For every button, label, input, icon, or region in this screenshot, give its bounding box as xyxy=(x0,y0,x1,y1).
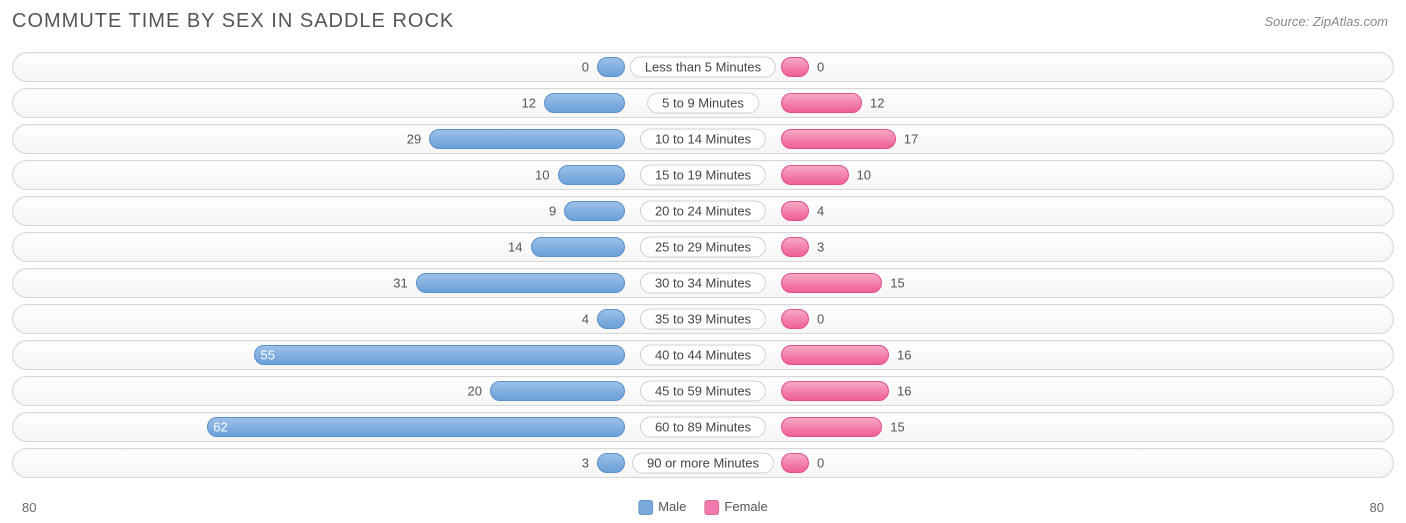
row-category-label: 35 to 39 Minutes xyxy=(640,309,766,330)
female-bar xyxy=(781,237,809,257)
female-value: 10 xyxy=(857,168,871,183)
male-bar xyxy=(597,309,625,329)
chart-row: 20 to 24 Minutes 9 4 xyxy=(12,196,1394,226)
female-value: 0 xyxy=(817,456,824,471)
male-bar xyxy=(597,57,625,77)
female-value: 4 xyxy=(817,204,824,219)
male-bar xyxy=(564,201,625,221)
chart-row: 30 to 34 Minutes 31 15 xyxy=(12,268,1394,298)
male-value: 9 xyxy=(549,204,556,219)
female-bar xyxy=(781,201,809,221)
row-category-label: 60 to 89 Minutes xyxy=(640,417,766,438)
male-value: 31 xyxy=(393,276,407,291)
female-bar xyxy=(781,129,896,149)
legend-female-label: Female xyxy=(724,499,767,514)
female-value: 3 xyxy=(817,240,824,255)
male-bar xyxy=(416,273,625,293)
male-value: 10 xyxy=(535,168,549,183)
row-category-label: 25 to 29 Minutes xyxy=(640,237,766,258)
chart-row: 35 to 39 Minutes 4 0 xyxy=(12,304,1394,334)
male-value: 20 xyxy=(468,384,482,399)
chart-row: 25 to 29 Minutes 14 3 xyxy=(12,232,1394,262)
chart-row: 15 to 19 Minutes 10 10 xyxy=(12,160,1394,190)
female-bar xyxy=(781,93,862,113)
chart-title: COMMUTE TIME BY SEX IN SADDLE ROCK xyxy=(12,10,454,33)
female-value: 16 xyxy=(897,348,911,363)
female-value: 0 xyxy=(817,312,824,327)
female-value: 12 xyxy=(870,96,884,111)
row-category-label: 15 to 19 Minutes xyxy=(640,165,766,186)
row-category-label: 45 to 59 Minutes xyxy=(640,381,766,402)
female-bar xyxy=(781,417,882,437)
female-bar xyxy=(781,345,889,365)
female-swatch-icon xyxy=(704,500,719,515)
male-bar xyxy=(254,345,625,365)
row-category-label: Less than 5 Minutes xyxy=(630,57,776,78)
male-value: 62 xyxy=(213,420,227,435)
female-bar xyxy=(781,381,889,401)
female-value: 17 xyxy=(904,132,918,147)
axis-max-right: 80 xyxy=(1370,500,1384,515)
male-value: 0 xyxy=(582,60,589,75)
chart-row: 10 to 14 Minutes 29 17 xyxy=(12,124,1394,154)
source-attribution: Source: ZipAtlas.com xyxy=(1264,14,1388,29)
chart-row: 90 or more Minutes 3 0 xyxy=(12,448,1394,478)
male-bar xyxy=(597,453,625,473)
male-value: 29 xyxy=(407,132,421,147)
male-value: 3 xyxy=(582,456,589,471)
female-value: 0 xyxy=(817,60,824,75)
male-bar xyxy=(544,93,625,113)
female-bar xyxy=(781,309,809,329)
row-category-label: 90 or more Minutes xyxy=(632,453,774,474)
chart-footer: 80 80 Male Female xyxy=(0,495,1406,517)
chart-row: Less than 5 Minutes 0 0 xyxy=(12,52,1394,82)
female-bar xyxy=(781,453,809,473)
diverging-bar-chart: Less than 5 Minutes 0 0 5 to 9 Minutes 12 12 1… xyxy=(12,52,1394,493)
female-bar xyxy=(781,165,849,185)
row-category-label: 30 to 34 Minutes xyxy=(640,273,766,294)
male-value: 14 xyxy=(508,240,522,255)
legend-male: Male xyxy=(638,499,686,515)
male-value: 12 xyxy=(522,96,536,111)
row-category-label: 5 to 9 Minutes xyxy=(647,93,759,114)
male-swatch-icon xyxy=(638,500,653,515)
female-bar xyxy=(781,273,882,293)
male-value: 55 xyxy=(261,348,275,363)
legend: Male Female xyxy=(638,499,768,515)
female-value: 16 xyxy=(897,384,911,399)
row-category-label: 10 to 14 Minutes xyxy=(640,129,766,150)
male-value: 4 xyxy=(582,312,589,327)
legend-female: Female xyxy=(704,499,767,515)
legend-male-label: Male xyxy=(658,499,686,514)
axis-max-left: 80 xyxy=(22,500,36,515)
chart-row: 60 to 89 Minutes 62 15 xyxy=(12,412,1394,442)
chart-row: 5 to 9 Minutes 12 12 xyxy=(12,88,1394,118)
male-bar xyxy=(207,417,626,437)
row-category-label: 20 to 24 Minutes xyxy=(640,201,766,222)
male-bar xyxy=(558,165,626,185)
female-value: 15 xyxy=(890,276,904,291)
male-bar xyxy=(531,237,626,257)
male-bar xyxy=(429,129,625,149)
chart-row: 40 to 44 Minutes 55 16 xyxy=(12,340,1394,370)
chart-row: 45 to 59 Minutes 20 16 xyxy=(12,376,1394,406)
male-bar xyxy=(490,381,625,401)
row-category-label: 40 to 44 Minutes xyxy=(640,345,766,366)
female-value: 15 xyxy=(890,420,904,435)
female-bar xyxy=(781,57,809,77)
